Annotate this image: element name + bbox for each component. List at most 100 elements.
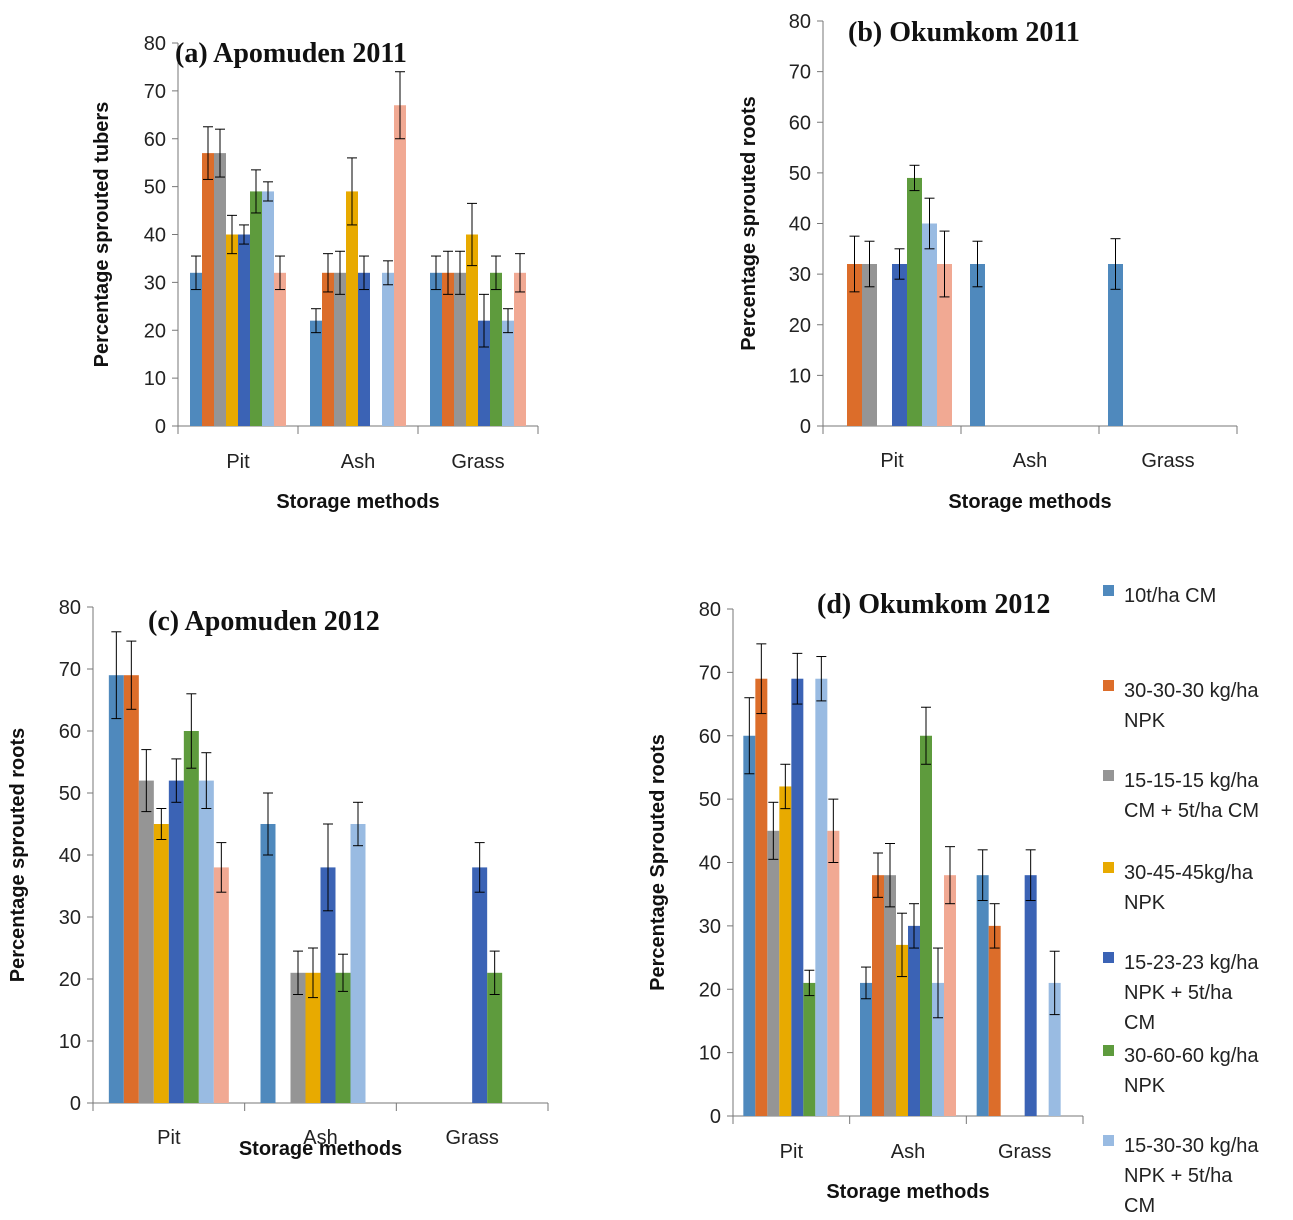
x-tick-label: Ash: [1013, 450, 1047, 472]
legend: 10t/ha CM 30-30-30 kg/ha NPK 15-15-15 kg/ha…: [1103, 585, 1259, 1217]
chart-title: (d) Okumkom 2012: [817, 589, 1050, 620]
y-tick-label: 10: [699, 1043, 721, 1065]
x-tick-label: Pit: [780, 1141, 804, 1163]
legend-label: CM: [1124, 1195, 1155, 1217]
bar: [908, 925, 920, 1116]
y-tick-label: 70: [59, 659, 81, 681]
bar: [108, 675, 124, 1103]
y-tick-label: 0: [800, 416, 811, 438]
bar: [803, 982, 816, 1116]
bar: [988, 925, 1001, 1116]
y-tick-label: 0: [710, 1106, 721, 1128]
legend-swatch: [1103, 862, 1114, 873]
bar: [305, 972, 321, 1103]
bar: [202, 153, 214, 427]
bar: [214, 153, 226, 427]
bar: [346, 191, 358, 426]
y-tick-label: 30: [789, 264, 811, 286]
legend-label: 15-23-23 kg/ha: [1124, 952, 1259, 974]
y-tick-label: 50: [59, 783, 81, 805]
x-tick-label: Pit: [157, 1127, 181, 1149]
y-tick-label: 20: [59, 969, 81, 991]
bar: [920, 735, 932, 1116]
legend-label: NPK + 5t/ha: [1124, 982, 1233, 1004]
y-tick-label: 40: [144, 225, 166, 247]
bar: [183, 731, 199, 1103]
y-tick-label: 80: [699, 599, 721, 621]
bar: [944, 875, 956, 1116]
legend-swatch: [1103, 1045, 1114, 1056]
bar: [334, 272, 346, 426]
bar: [320, 867, 336, 1103]
legend-label: NPK: [1124, 1075, 1166, 1097]
legend-label: 10t/ha CM: [1124, 585, 1216, 607]
y-tick-label: 0: [70, 1093, 81, 1115]
y-tick-label: 10: [59, 1031, 81, 1053]
x-axis-label: Storage methods: [948, 491, 1111, 513]
y-tick-label: 10: [789, 365, 811, 387]
bar: [213, 867, 229, 1103]
x-tick-label: Grass: [445, 1127, 498, 1149]
y-tick-label: 60: [699, 726, 721, 748]
legend-swatch: [1103, 952, 1114, 963]
y-tick-label: 20: [144, 320, 166, 342]
bar: [860, 982, 872, 1116]
y-tick-label: 30: [59, 907, 81, 929]
bar: [250, 191, 262, 426]
chart-panel-3: 0 10 20 30 40 50 60 70 80 Pit Ash Grass (d) Okumkom …: [647, 589, 1084, 1203]
x-axis-label: Storage methods: [239, 1138, 402, 1160]
bar: [260, 824, 276, 1103]
y-tick-label: 40: [699, 853, 721, 875]
x-tick-label: Ash: [341, 451, 375, 473]
bar: [827, 830, 840, 1116]
bar: [892, 264, 907, 426]
y-tick-label: 50: [789, 163, 811, 185]
legend-swatch: [1103, 770, 1114, 781]
bar: [198, 780, 214, 1103]
bar: [1024, 875, 1037, 1116]
bar: [872, 875, 884, 1116]
bar: [226, 234, 238, 426]
bar: [1108, 264, 1123, 426]
chart-title: (b) Okumkom 2011: [848, 17, 1080, 48]
legend-label: NPK + 5t/ha: [1124, 1165, 1233, 1187]
bar: [382, 272, 394, 426]
y-tick-label: 20: [789, 315, 811, 337]
y-tick-label: 30: [699, 916, 721, 938]
y-tick-label: 80: [59, 597, 81, 619]
bar: [970, 264, 985, 426]
bar: [454, 272, 466, 426]
y-axis-label: Percentage sprouted roots: [738, 96, 760, 351]
x-tick-label: Ash: [303, 1127, 337, 1149]
bar: [514, 272, 526, 426]
bar: [1048, 982, 1061, 1116]
legend-swatch: [1103, 680, 1114, 691]
y-tick-label: 40: [789, 214, 811, 236]
legend-label: 15-30-30 kg/ha: [1124, 1135, 1259, 1157]
y-tick-label: 50: [699, 789, 721, 811]
y-tick-label: 40: [59, 845, 81, 867]
bar: [394, 105, 406, 427]
y-tick-label: 80: [144, 33, 166, 55]
chart-title: (c) Apomuden 2012: [148, 606, 380, 637]
chart-panel-0: 0 10 20 30 40 50 60 70 80 Pit Ash Grass (a) Apomuden…: [91, 33, 539, 513]
x-tick-label: Grass: [451, 451, 504, 473]
y-axis-label: Percentage Sprouted roots: [647, 734, 669, 991]
legend-label: CM + 5t/ha CM: [1124, 800, 1259, 822]
y-axis-label: Percentage sprouted tubers: [91, 102, 113, 368]
y-tick-label: 70: [699, 662, 721, 684]
legend-label: 15-15-15 kg/ha: [1124, 770, 1259, 792]
bar: [168, 780, 184, 1103]
y-tick-label: 60: [144, 129, 166, 151]
bar: [791, 678, 804, 1116]
x-tick-label: Grass: [998, 1141, 1051, 1163]
legend-label: NPK: [1124, 710, 1166, 732]
bar: [896, 944, 908, 1116]
bar: [310, 320, 322, 426]
y-tick-label: 60: [59, 721, 81, 743]
y-tick-label: 70: [789, 62, 811, 84]
x-axis-label: Storage methods: [826, 1181, 989, 1203]
bar: [138, 780, 154, 1103]
x-axis-label: Storage methods: [276, 491, 439, 513]
y-tick-label: 20: [699, 979, 721, 1001]
